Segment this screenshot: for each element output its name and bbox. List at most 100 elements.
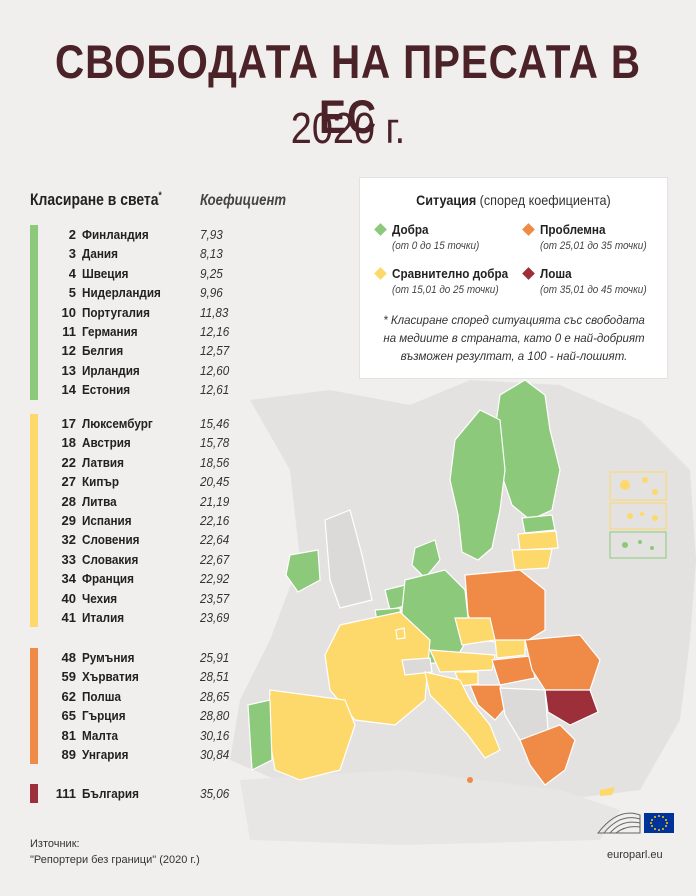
country-cell: Полша — [82, 688, 121, 704]
rank-cell: 81 — [61, 727, 76, 743]
table-row: 22 Латвия 18,56 — [30, 453, 320, 472]
map-switzerland — [401, 657, 433, 676]
coefficient-cell: 7,93 — [200, 227, 223, 242]
legend-title: Ситуация (според коефициента) — [416, 192, 611, 208]
map-sweden — [449, 409, 506, 561]
map-cyprus — [600, 787, 615, 796]
rank-cell: 4 — [68, 265, 76, 281]
footer-brand: europarl.eu — [607, 849, 663, 861]
table-row: 41 Италия 23,69 — [30, 608, 320, 627]
rank-cell: 32 — [61, 532, 76, 548]
coefficient-cell: 22,16 — [200, 512, 230, 528]
map-austria — [429, 649, 496, 673]
rank-cell: 65 — [61, 708, 76, 724]
country-cell: Кипър — [82, 474, 120, 490]
coefficient-cell: 12,16 — [200, 323, 230, 339]
rank-cell: 28 — [61, 493, 76, 509]
table-row: 10 Португалия 11,83 — [30, 303, 320, 322]
country-cell: Ирландия — [82, 362, 140, 378]
country-cell: Люксембург — [82, 416, 153, 431]
table-row: 2 Финландия 7,93 — [30, 225, 320, 244]
table-row: 18 Австрия 15,78 — [30, 433, 320, 452]
country-cell: Дания — [82, 246, 118, 262]
coefficient-cell: 15,46 — [200, 416, 230, 431]
coefficient-cell: 12,60 — [200, 362, 230, 378]
coefficient-cell: 8,13 — [200, 246, 223, 262]
map-lithuania — [511, 548, 553, 571]
table-row: 14 Естония 12,61 — [30, 380, 320, 399]
table-row: 28 Литва 21,19 — [30, 492, 320, 511]
rank-cell: 22 — [61, 454, 76, 470]
rank-group: 48 Румъния 25,91 59 Хърватия 28,51 62 Полша 28,6… — [30, 648, 320, 765]
coefficient-cell: 20,45 — [200, 474, 230, 490]
country-cell: Хърватия — [82, 669, 139, 685]
rank-cell: 12 — [61, 343, 76, 359]
table-row: 111 България 35,06 — [30, 784, 320, 803]
coefficient-cell: 25,91 — [200, 650, 230, 665]
table-row: 65 Гърция 28,80 — [30, 706, 320, 725]
table-row: 48 Румъния 25,91 — [30, 648, 320, 667]
rank-group: 2 Финландия 7,93 3 Дания 8,13 4 Швеция 9,25 5 Ниде… — [30, 225, 320, 400]
map-latvia — [517, 530, 559, 551]
country-cell: Гърция — [82, 708, 126, 724]
coefficient-cell: 28,80 — [200, 708, 230, 724]
country-cell: Естония — [82, 382, 131, 398]
table-row: 89 Унгария 30,84 — [30, 745, 320, 764]
coefficient-column-header: Коефициент — [200, 192, 287, 209]
coefficient-cell: 18,56 — [200, 454, 230, 470]
rank-cell: 18 — [61, 435, 76, 451]
page-title: СВОБОДАТА НА ПРЕСАТА В ЕС — [55, 35, 641, 143]
map-croatia — [469, 684, 509, 721]
map-hungary — [491, 655, 536, 686]
table-row: 59 Хърватия 28,51 — [30, 667, 320, 686]
map-italy — [424, 671, 501, 759]
country-cell: Франция — [82, 571, 134, 587]
rank-cell: 17 — [61, 416, 76, 431]
country-cell: Финландия — [82, 227, 149, 242]
country-cell: Румъния — [82, 650, 135, 665]
country-cell: Белгия — [82, 343, 124, 359]
outermost-regions-insets — [609, 471, 667, 559]
country-cell: Латвия — [82, 454, 124, 470]
map-luxembourg — [395, 627, 406, 640]
coefficient-cell: 22,64 — [200, 532, 230, 548]
map-estonia — [521, 514, 556, 534]
table-row: 27 Кипър 20,45 — [30, 472, 320, 491]
group-color-bar — [30, 648, 38, 765]
table-header: Класиране в света* Коефициент — [30, 190, 290, 214]
rank-cell: 41 — [61, 609, 76, 625]
rank-cell: 2 — [68, 227, 76, 242]
map-background-north-africa — [240, 770, 620, 845]
country-cell: Литва — [82, 493, 117, 509]
rank-cell: 48 — [61, 650, 76, 665]
rank-cell: 11 — [62, 323, 76, 339]
map-greece — [519, 724, 576, 786]
rank-cell: 10 — [61, 304, 76, 320]
coefficient-cell: 28,65 — [200, 688, 230, 704]
table-row: 81 Малта 30,16 — [30, 726, 320, 745]
table-row: 12 Белгия 12,57 — [30, 341, 320, 360]
rank-cell: 27 — [61, 474, 76, 490]
group-color-bar — [30, 225, 38, 400]
table-row: 29 Испания 22,16 — [30, 511, 320, 530]
table-row: 62 Полша 28,65 — [30, 687, 320, 706]
rank-cell: 14 — [61, 382, 76, 398]
source-note: Източник: "Репортери без граници" (2020 … — [30, 838, 200, 866]
map-portugal — [247, 699, 273, 771]
diamond-icon — [374, 223, 387, 236]
european-parliament-logo — [596, 812, 674, 834]
diamond-icon — [374, 267, 387, 280]
country-cell: Малта — [82, 727, 119, 743]
country-cell: Португалия — [82, 304, 150, 320]
country-cell: Австрия — [82, 435, 131, 451]
rank-group: 17 Люксембург 15,46 18 Австрия 15,78 22 Латвия 1… — [30, 414, 320, 628]
rank-cell: 59 — [61, 669, 76, 685]
table-row: 32 Словения 22,64 — [30, 530, 320, 549]
table-row: 33 Словакия 22,67 — [30, 550, 320, 569]
coefficient-cell: 28,51 — [200, 669, 230, 685]
table-row: 4 Швеция 9,25 — [30, 264, 320, 283]
coefficient-cell: 35,06 — [200, 786, 230, 801]
coefficient-cell: 30,84 — [200, 746, 230, 762]
table-row: 17 Люксембург 15,46 — [30, 414, 320, 433]
group-color-bar — [30, 784, 38, 804]
